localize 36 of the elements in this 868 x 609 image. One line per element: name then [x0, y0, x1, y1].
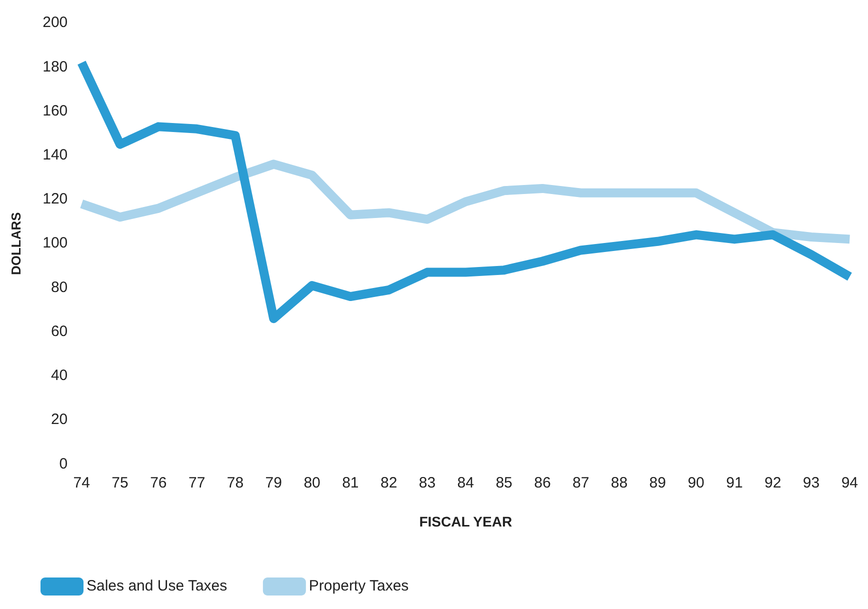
y-tick-label: 20: [50, 411, 68, 428]
y-tick-label: 100: [42, 234, 68, 252]
x-tick-label: 90: [688, 474, 704, 492]
x-tick-label: 88: [610, 474, 628, 492]
x-tick-label: 76: [150, 474, 167, 492]
y-tick-label: 140: [42, 146, 68, 164]
x-tick-label: 83: [418, 474, 436, 492]
x-tick-label: 89: [649, 474, 666, 492]
x-tick-label: 74: [73, 474, 90, 492]
y-tick-label: 40: [50, 367, 68, 384]
x-tick-label: 75: [112, 474, 128, 492]
x-tick-label: 82: [380, 474, 398, 492]
y-tick-label: 200: [42, 14, 68, 32]
legend-label: Property Taxes: [308, 578, 409, 595]
x-tick-label: 93: [802, 474, 820, 492]
x-tick-label: 80: [304, 474, 320, 492]
x-tick-label: 79: [265, 474, 282, 492]
y-tick-label: 80: [50, 278, 68, 296]
x-tick-label: 86: [534, 474, 551, 492]
legend-label: Sales and Use Taxes: [86, 578, 228, 595]
y-tick-label: 180: [42, 58, 68, 76]
y-tick-label: 120: [42, 190, 68, 208]
x-tick-label: 94: [841, 474, 858, 492]
y-tick-label: 60: [50, 322, 68, 340]
x-tick-label: 91: [726, 474, 743, 492]
y-tick-label: 0: [59, 455, 68, 472]
x-tick-label: 77: [188, 474, 206, 492]
y-axis-title: DOLLARS: [8, 212, 24, 276]
x-tick-label: 87: [572, 474, 590, 492]
x-tick-label: 85: [496, 474, 512, 492]
y-tick-label: 160: [42, 102, 68, 120]
x-axis-title: FISCAL YEAR: [419, 513, 512, 530]
x-tick-label: 78: [226, 474, 244, 492]
x-tick-label: 81: [342, 474, 359, 492]
x-tick-label: 84: [457, 474, 474, 492]
x-tick-label: 92: [764, 474, 782, 492]
